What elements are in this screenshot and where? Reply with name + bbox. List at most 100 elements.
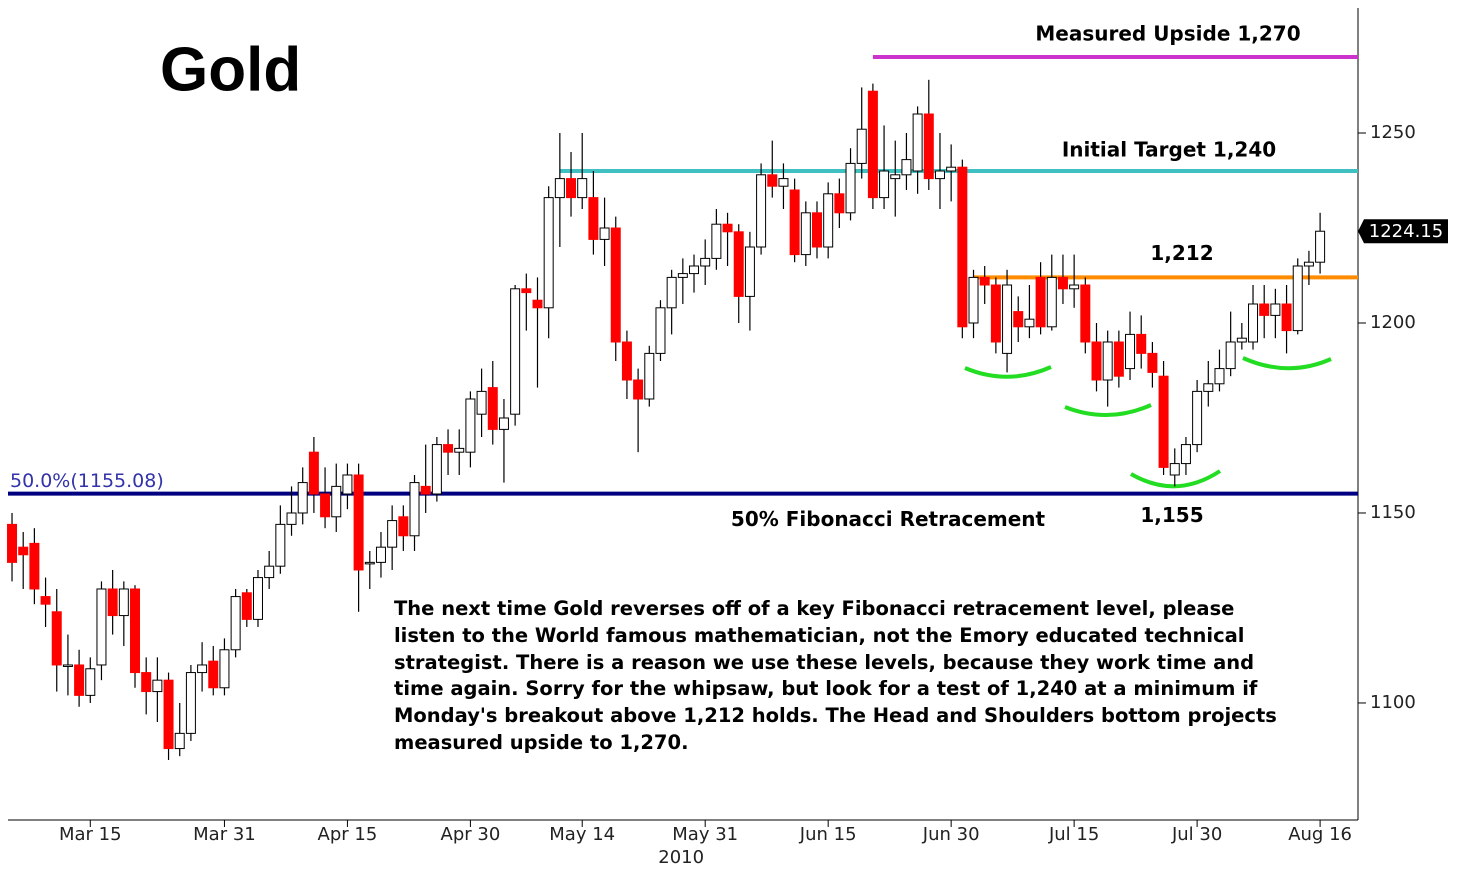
candle-body [74, 664, 85, 696]
candle-body [979, 276, 990, 286]
candle-body [856, 128, 867, 164]
level-label: 1,212 [1150, 241, 1213, 265]
candle-body [387, 520, 398, 548]
level-label: Measured Upside 1,270 [1035, 22, 1300, 46]
commentary: The next time Gold reverses off of a key… [394, 596, 1277, 757]
candle-body [990, 284, 1001, 343]
candle-body [1203, 383, 1214, 392]
candle-body [364, 561, 375, 565]
candle-body [1091, 341, 1102, 381]
candle-body [845, 162, 856, 214]
candle-body [197, 664, 208, 674]
candle-body [1024, 318, 1035, 328]
candle-body [923, 113, 934, 180]
candle-body [666, 276, 677, 309]
candle-body [1158, 375, 1169, 468]
arc [1130, 469, 1222, 489]
candle-body [756, 174, 767, 248]
candle-body [252, 577, 263, 620]
candle-body [621, 341, 632, 381]
candle-body [1292, 265, 1303, 332]
note-line: time again. Sorry for the whipsaw, but l… [394, 677, 1258, 701]
candle-body [510, 288, 521, 415]
candle-body [633, 379, 644, 400]
x-tick-label: Jul 30 [1171, 824, 1222, 845]
candle-body [465, 398, 476, 453]
y-tick-label: 1100 [1370, 692, 1416, 713]
candle-body [1013, 311, 1024, 328]
y-tick-label: 1150 [1370, 502, 1416, 523]
candle-body [677, 273, 688, 278]
candle-body [811, 212, 822, 248]
x-tick-label: Jun 30 [922, 824, 980, 845]
arc [1064, 403, 1152, 417]
candle-body [174, 732, 185, 750]
y-tick-label: 1200 [1370, 312, 1416, 333]
candle-body [454, 447, 465, 453]
candle-body [398, 516, 409, 537]
candle-body [1057, 276, 1068, 290]
candle-body [1046, 276, 1057, 328]
candle-body [722, 223, 733, 233]
price-tag-label: 1224.15 [1369, 221, 1443, 242]
candle-body [1281, 303, 1292, 332]
candle-body [879, 170, 890, 199]
candle-body [264, 565, 275, 579]
candle-body [29, 542, 40, 590]
candle-body [118, 588, 129, 617]
candle-body [767, 174, 778, 187]
candle-body [1002, 284, 1013, 354]
candle-body [51, 611, 62, 666]
candle-body [286, 512, 297, 525]
candle-body [297, 482, 308, 514]
candle-body [689, 265, 700, 275]
x-tick-label: May 31 [672, 824, 738, 845]
note-line: strategist. There is a reason we use the… [394, 650, 1255, 674]
annotation: 50% Fibonacci Retracement [731, 507, 1046, 531]
candle-body [1069, 284, 1080, 290]
candle-body [957, 166, 968, 328]
candle-body [1192, 390, 1203, 446]
candle-body [130, 588, 141, 674]
candle-body [789, 189, 800, 256]
candle-body [610, 227, 621, 343]
candle-body [185, 672, 196, 734]
x-tick-label: Apr 15 [318, 824, 378, 845]
note-line: Monday's breakout above 1,212 holds. The… [394, 704, 1277, 728]
y-tick-label: 1250 [1370, 122, 1416, 143]
candle-body [912, 113, 923, 172]
candle-body [85, 668, 96, 696]
candle-body [733, 231, 744, 297]
candle-body [308, 451, 319, 495]
candle-body [7, 523, 18, 563]
candle-body [498, 417, 509, 430]
candle-body [744, 246, 755, 297]
candle-body [1315, 230, 1326, 263]
level-label: 50.0%(1155.08) [10, 470, 164, 492]
candle-body [1080, 284, 1091, 343]
x-tick-label: Jul 15 [1048, 824, 1099, 845]
candle-body [487, 387, 498, 430]
candle-body [241, 592, 252, 620]
candle-body [342, 474, 353, 495]
x-tick-label: Jun 15 [799, 824, 857, 845]
candle-body [409, 482, 420, 537]
candle-body [1259, 303, 1270, 316]
arc [964, 365, 1052, 379]
candle-body [1125, 333, 1136, 370]
candle-body [532, 299, 543, 309]
candle-body [1102, 341, 1113, 381]
candle-body [62, 664, 73, 667]
candle-body [230, 596, 241, 651]
note-line: The next time Gold reverses off of a key… [394, 597, 1235, 620]
candle-body [1147, 352, 1158, 373]
candle-body [353, 474, 364, 571]
note-line: listen to the World famous mathematician… [394, 623, 1245, 647]
note-line: measured upside to 1,270. [394, 730, 689, 754]
candle-body [1180, 444, 1191, 465]
candle-body [554, 178, 565, 199]
candle-body [968, 276, 979, 324]
candle-body [823, 193, 834, 248]
level-label: Initial Target 1,240 [1062, 138, 1276, 162]
candle-body [320, 493, 331, 518]
